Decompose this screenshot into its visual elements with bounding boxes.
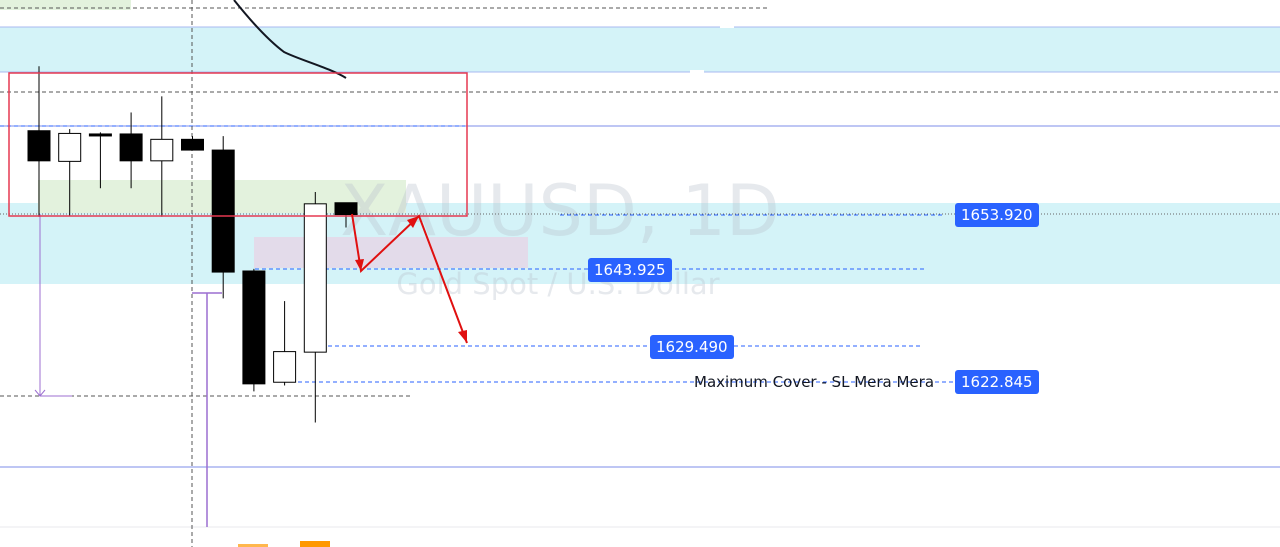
green-zone-top[interactable] [0, 0, 131, 10]
candle-bullish[interactable] [273, 351, 297, 383]
candle-bearish[interactable] [181, 138, 204, 151]
price-label-1629[interactable]: 1629.490 [650, 335, 734, 359]
candles-group [27, 66, 358, 423]
time-marker-1[interactable] [238, 544, 268, 547]
resistance-zone-top[interactable] [0, 27, 1280, 72]
candle-bearish[interactable] [242, 270, 266, 385]
candle-bearish[interactable] [334, 202, 358, 216]
price-label-1643[interactable]: 1643.925 [588, 258, 672, 282]
marker-white-2 [720, 23, 734, 28]
stop-loss-note: Maximum Cover - SL Mera Mera [694, 373, 935, 391]
candle-bearish[interactable] [119, 133, 143, 162]
price-label-1622[interactable]: 1622.845 [955, 370, 1039, 394]
candle-bullish[interactable] [150, 138, 174, 162]
candle-bearish[interactable] [27, 130, 51, 162]
moving-average-line[interactable] [233, 0, 347, 79]
measure-tool[interactable] [34, 214, 222, 527]
time-marker-2[interactable] [300, 541, 330, 547]
price-label-1653[interactable]: 1653.920 [955, 203, 1039, 227]
candle-bearish[interactable] [211, 149, 235, 273]
red-box[interactable] [8, 72, 468, 217]
marker-white-1 [690, 70, 704, 75]
projection-arrows[interactable] [351, 213, 468, 344]
candle-bullish[interactable] [303, 203, 327, 353]
candle-bullish[interactable] [58, 132, 82, 162]
candle-bearish[interactable] [88, 133, 112, 137]
watermark-symbol: XAUUSD, 1D [340, 170, 780, 252]
